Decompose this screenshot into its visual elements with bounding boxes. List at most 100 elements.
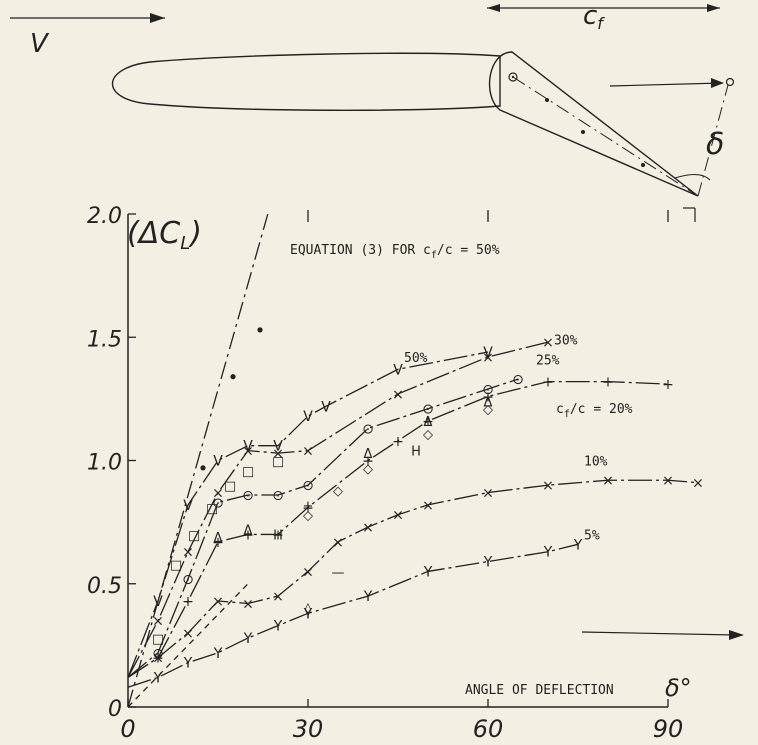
series-marker: × (242, 596, 254, 612)
flap-chord-point (641, 163, 645, 167)
data-marker: Δ (244, 524, 253, 539)
series-marker: × (692, 476, 704, 492)
series-marker: Y (183, 656, 193, 672)
flap-chord-label: cf (583, 1, 605, 33)
y-tick-label: 1.5 (87, 327, 122, 352)
series-marker: × (602, 473, 614, 489)
data-marker: ◊ (305, 602, 312, 617)
series-marker: Y (153, 670, 163, 686)
data-marker: □ (152, 632, 164, 647)
series-marker: × (422, 498, 434, 514)
data-marker: □ (170, 558, 182, 573)
series-marker: + (242, 527, 254, 543)
series-marker: × (182, 626, 194, 642)
series-marker: Y (213, 646, 223, 662)
series-marker: × (302, 564, 314, 580)
series-marker: × (272, 589, 284, 605)
series-marker: × (542, 335, 554, 351)
series-marker: × (182, 545, 194, 561)
series-marker: V (483, 345, 493, 361)
series-marker: × (392, 508, 404, 524)
series-marker: Y (573, 537, 583, 553)
series-label: 30% (554, 334, 578, 349)
data-marker: ◇ (303, 509, 313, 524)
velocity-label: V (30, 29, 50, 59)
series-label: 5% (584, 528, 600, 543)
x-axis-label: ANGLE OF DEFLECTION (465, 683, 614, 698)
flap-section (488, 51, 699, 197)
x-tick-label: 0 (120, 715, 135, 743)
series-marker: Y (363, 589, 373, 605)
data-marker: □ (206, 501, 218, 516)
reference-point (725, 77, 735, 87)
series-marker: ⊙ (482, 382, 494, 398)
theory-point (257, 327, 263, 333)
series-marker: Y (483, 555, 493, 571)
data-marker: □ (272, 455, 284, 470)
series-marker: + (392, 434, 404, 450)
data-marker: ◇ (333, 484, 343, 499)
series-marker: × (272, 446, 284, 462)
series-marker: Y (273, 619, 283, 635)
series-marker: ⊙ (302, 478, 314, 494)
series-label: 10% (584, 454, 608, 469)
data-marker: H (411, 445, 421, 460)
data-marker: □ (242, 464, 254, 479)
x-tick-label: 90 (653, 715, 684, 743)
series-marker: ⊙ (272, 488, 284, 504)
series-marker: ⊙ (362, 421, 374, 437)
series-marker: + (182, 594, 194, 610)
series-marker: × (212, 486, 224, 502)
data-marker: Δ (214, 531, 223, 546)
data-marker: ◇ (483, 403, 493, 418)
y-axis-label: (ΔCL) (127, 216, 202, 254)
series-marker: + (422, 414, 434, 430)
series-marker: ⊙ (182, 572, 194, 588)
series-marker: ⊙ (242, 488, 254, 504)
flap-chord-point (545, 98, 549, 102)
data-marker: □ (224, 479, 236, 494)
series-marker: V (321, 399, 331, 415)
series-marker: V (243, 439, 253, 455)
series-line-50pct (127, 351, 489, 678)
x-label-arrowhead (729, 630, 744, 640)
data-marker: Δ (484, 395, 493, 410)
x-tick-label: 60 (473, 715, 504, 743)
flap-chord-arrow-right (707, 4, 720, 12)
series-marker: + (212, 535, 224, 551)
axis-ticks: 0 0.5 1.0 1.5 2.0 0 30 60 90 (87, 204, 683, 743)
series-marker: × (332, 535, 344, 551)
series-marker: + (362, 454, 374, 470)
data-marker: □ (188, 528, 200, 543)
series-marker: × (212, 594, 224, 610)
airfoil-main-section (111, 52, 501, 111)
data-marker: ◇ (423, 427, 433, 442)
data-marker: Δ (424, 415, 433, 430)
dashed-reference-line (127, 583, 249, 708)
series-labels: 50% 30% 25% 10% 5% (404, 334, 608, 544)
flap-hinge (508, 72, 518, 82)
flap-chord-arrow-left (487, 4, 500, 12)
series-marker: + (482, 389, 494, 405)
x-label-arrow (581, 631, 736, 636)
reference-arrowhead (711, 78, 724, 88)
reference-arrow (609, 82, 723, 87)
series-marker: + (542, 375, 554, 391)
series-marker: V (183, 498, 193, 514)
series-marker: × (152, 614, 164, 630)
series-marker: Y (543, 545, 553, 561)
x-axis-symbol: δ° (665, 674, 692, 702)
series-marker: × (152, 651, 164, 667)
theory-point (230, 374, 236, 380)
series-marker: ⊙ (422, 402, 434, 418)
series-line-10pct (127, 479, 699, 678)
series-lines (127, 213, 699, 708)
series-marker: V (273, 439, 283, 455)
y-tick-label: 0.5 (87, 574, 122, 599)
series-marker: ⊙ (212, 495, 224, 511)
series-marker: + (662, 377, 674, 393)
data-marker: + (303, 499, 314, 514)
series-marker: + (152, 651, 164, 667)
series-marker: × (482, 486, 494, 502)
